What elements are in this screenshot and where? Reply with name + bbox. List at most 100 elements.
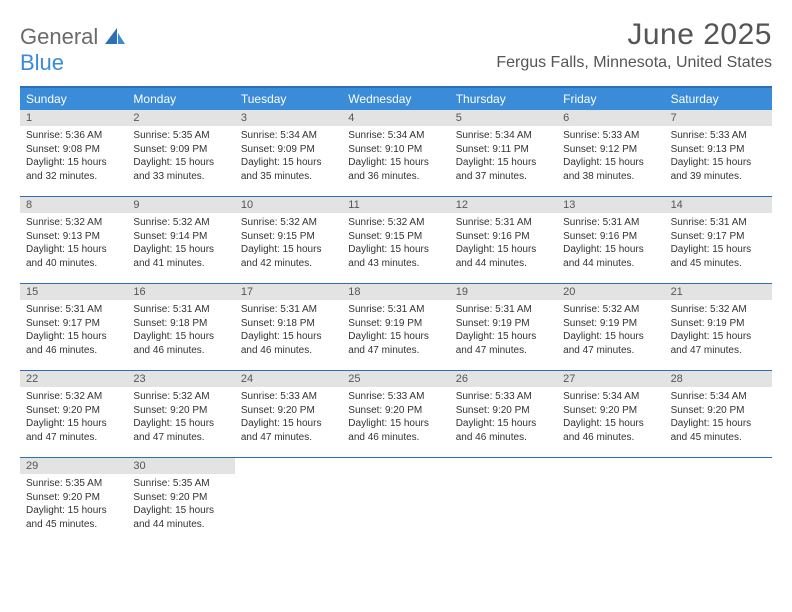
sunrise-line: Sunrise: 5:32 AM (26, 390, 121, 404)
dow-sunday: Sunday (20, 88, 127, 110)
day-details: Sunrise: 5:34 AMSunset: 9:20 PMDaylight:… (557, 387, 664, 450)
sunset-line: Sunset: 9:17 PM (671, 230, 766, 244)
day-details: Sunrise: 5:34 AMSunset: 9:10 PMDaylight:… (342, 126, 449, 189)
day-details: Sunrise: 5:35 AMSunset: 9:20 PMDaylight:… (127, 474, 234, 537)
sunrise-line: Sunrise: 5:33 AM (241, 390, 336, 404)
daylight-line: Daylight: 15 hours and 44 minutes. (133, 504, 228, 531)
daylight-line: Daylight: 15 hours and 42 minutes. (241, 243, 336, 270)
day-number: 9 (127, 197, 234, 213)
day-details: Sunrise: 5:35 AMSunset: 9:20 PMDaylight:… (20, 474, 127, 537)
sunset-line: Sunset: 9:16 PM (456, 230, 551, 244)
day-number: 5 (450, 110, 557, 126)
sunset-line: Sunset: 9:19 PM (671, 317, 766, 331)
dow-saturday: Saturday (665, 88, 772, 110)
day-number: 1 (20, 110, 127, 126)
day-cell (235, 458, 342, 544)
day-cell: 26Sunrise: 5:33 AMSunset: 9:20 PMDayligh… (450, 371, 557, 457)
daylight-line: Daylight: 15 hours and 47 minutes. (671, 330, 766, 357)
day-cell: 30Sunrise: 5:35 AMSunset: 9:20 PMDayligh… (127, 458, 234, 544)
header: General Blue June 2025 Fergus Falls, Min… (20, 18, 772, 76)
day-cell: 29Sunrise: 5:35 AMSunset: 9:20 PMDayligh… (20, 458, 127, 544)
daylight-line: Daylight: 15 hours and 47 minutes. (456, 330, 551, 357)
day-cell: 15Sunrise: 5:31 AMSunset: 9:17 PMDayligh… (20, 284, 127, 370)
day-number: 6 (557, 110, 664, 126)
sunset-line: Sunset: 9:19 PM (563, 317, 658, 331)
day-details: Sunrise: 5:32 AMSunset: 9:14 PMDaylight:… (127, 213, 234, 276)
logo-word1: General (20, 24, 98, 49)
daylight-line: Daylight: 15 hours and 44 minutes. (456, 243, 551, 270)
day-details: Sunrise: 5:32 AMSunset: 9:13 PMDaylight:… (20, 213, 127, 276)
calendar: Sunday Monday Tuesday Wednesday Thursday… (20, 86, 772, 544)
daylight-line: Daylight: 15 hours and 39 minutes. (671, 156, 766, 183)
title-block: June 2025 Fergus Falls, Minnesota, Unite… (496, 18, 772, 72)
day-cell (557, 458, 664, 544)
sunset-line: Sunset: 9:08 PM (26, 143, 121, 157)
logo: General Blue (20, 24, 125, 76)
daylight-line: Daylight: 15 hours and 45 minutes. (671, 243, 766, 270)
daylight-line: Daylight: 15 hours and 47 minutes. (241, 417, 336, 444)
day-number: 4 (342, 110, 449, 126)
sunset-line: Sunset: 9:16 PM (563, 230, 658, 244)
sunset-line: Sunset: 9:15 PM (241, 230, 336, 244)
dow-tuesday: Tuesday (235, 88, 342, 110)
sunrise-line: Sunrise: 5:31 AM (456, 216, 551, 230)
dow-wednesday: Wednesday (342, 88, 449, 110)
day-cell (665, 458, 772, 544)
day-details: Sunrise: 5:31 AMSunset: 9:17 PMDaylight:… (20, 300, 127, 363)
sunrise-line: Sunrise: 5:36 AM (26, 129, 121, 143)
day-number: 27 (557, 371, 664, 387)
sunset-line: Sunset: 9:19 PM (456, 317, 551, 331)
daylight-line: Daylight: 15 hours and 46 minutes. (456, 417, 551, 444)
daylight-line: Daylight: 15 hours and 36 minutes. (348, 156, 443, 183)
day-cell: 4Sunrise: 5:34 AMSunset: 9:10 PMDaylight… (342, 110, 449, 196)
day-details: Sunrise: 5:31 AMSunset: 9:19 PMDaylight:… (450, 300, 557, 363)
sunset-line: Sunset: 9:10 PM (348, 143, 443, 157)
dow-header-row: Sunday Monday Tuesday Wednesday Thursday… (20, 88, 772, 110)
daylight-line: Daylight: 15 hours and 46 minutes. (26, 330, 121, 357)
page-title: June 2025 (496, 18, 772, 52)
sunset-line: Sunset: 9:13 PM (26, 230, 121, 244)
weeks-container: 1Sunrise: 5:36 AMSunset: 9:08 PMDaylight… (20, 110, 772, 544)
day-cell (342, 458, 449, 544)
sunrise-line: Sunrise: 5:31 AM (133, 303, 228, 317)
day-cell: 25Sunrise: 5:33 AMSunset: 9:20 PMDayligh… (342, 371, 449, 457)
dow-monday: Monday (127, 88, 234, 110)
day-number: 18 (342, 284, 449, 300)
week-row: 22Sunrise: 5:32 AMSunset: 9:20 PMDayligh… (20, 371, 772, 458)
day-cell: 14Sunrise: 5:31 AMSunset: 9:17 PMDayligh… (665, 197, 772, 283)
day-number: 10 (235, 197, 342, 213)
day-number: 30 (127, 458, 234, 474)
day-details: Sunrise: 5:32 AMSunset: 9:15 PMDaylight:… (342, 213, 449, 276)
day-number: 12 (450, 197, 557, 213)
sunrise-line: Sunrise: 5:33 AM (456, 390, 551, 404)
day-cell: 21Sunrise: 5:32 AMSunset: 9:19 PMDayligh… (665, 284, 772, 370)
daylight-line: Daylight: 15 hours and 38 minutes. (563, 156, 658, 183)
sunrise-line: Sunrise: 5:34 AM (671, 390, 766, 404)
sunset-line: Sunset: 9:19 PM (348, 317, 443, 331)
sunrise-line: Sunrise: 5:34 AM (563, 390, 658, 404)
day-cell: 18Sunrise: 5:31 AMSunset: 9:19 PMDayligh… (342, 284, 449, 370)
sunrise-line: Sunrise: 5:33 AM (563, 129, 658, 143)
day-details: Sunrise: 5:36 AMSunset: 9:08 PMDaylight:… (20, 126, 127, 189)
day-cell: 24Sunrise: 5:33 AMSunset: 9:20 PMDayligh… (235, 371, 342, 457)
daylight-line: Daylight: 15 hours and 35 minutes. (241, 156, 336, 183)
sunrise-line: Sunrise: 5:34 AM (348, 129, 443, 143)
day-number: 22 (20, 371, 127, 387)
day-number: 29 (20, 458, 127, 474)
sunset-line: Sunset: 9:20 PM (133, 404, 228, 418)
day-cell: 28Sunrise: 5:34 AMSunset: 9:20 PMDayligh… (665, 371, 772, 457)
sunrise-line: Sunrise: 5:33 AM (671, 129, 766, 143)
sunrise-line: Sunrise: 5:32 AM (26, 216, 121, 230)
day-cell: 7Sunrise: 5:33 AMSunset: 9:13 PMDaylight… (665, 110, 772, 196)
sunset-line: Sunset: 9:17 PM (26, 317, 121, 331)
day-number: 7 (665, 110, 772, 126)
day-details: Sunrise: 5:32 AMSunset: 9:20 PMDaylight:… (20, 387, 127, 450)
sunrise-line: Sunrise: 5:34 AM (241, 129, 336, 143)
day-cell: 19Sunrise: 5:31 AMSunset: 9:19 PMDayligh… (450, 284, 557, 370)
sunset-line: Sunset: 9:18 PM (241, 317, 336, 331)
day-number: 26 (450, 371, 557, 387)
week-row: 1Sunrise: 5:36 AMSunset: 9:08 PMDaylight… (20, 110, 772, 197)
day-number: 28 (665, 371, 772, 387)
day-details: Sunrise: 5:31 AMSunset: 9:16 PMDaylight:… (450, 213, 557, 276)
sunrise-line: Sunrise: 5:32 AM (563, 303, 658, 317)
